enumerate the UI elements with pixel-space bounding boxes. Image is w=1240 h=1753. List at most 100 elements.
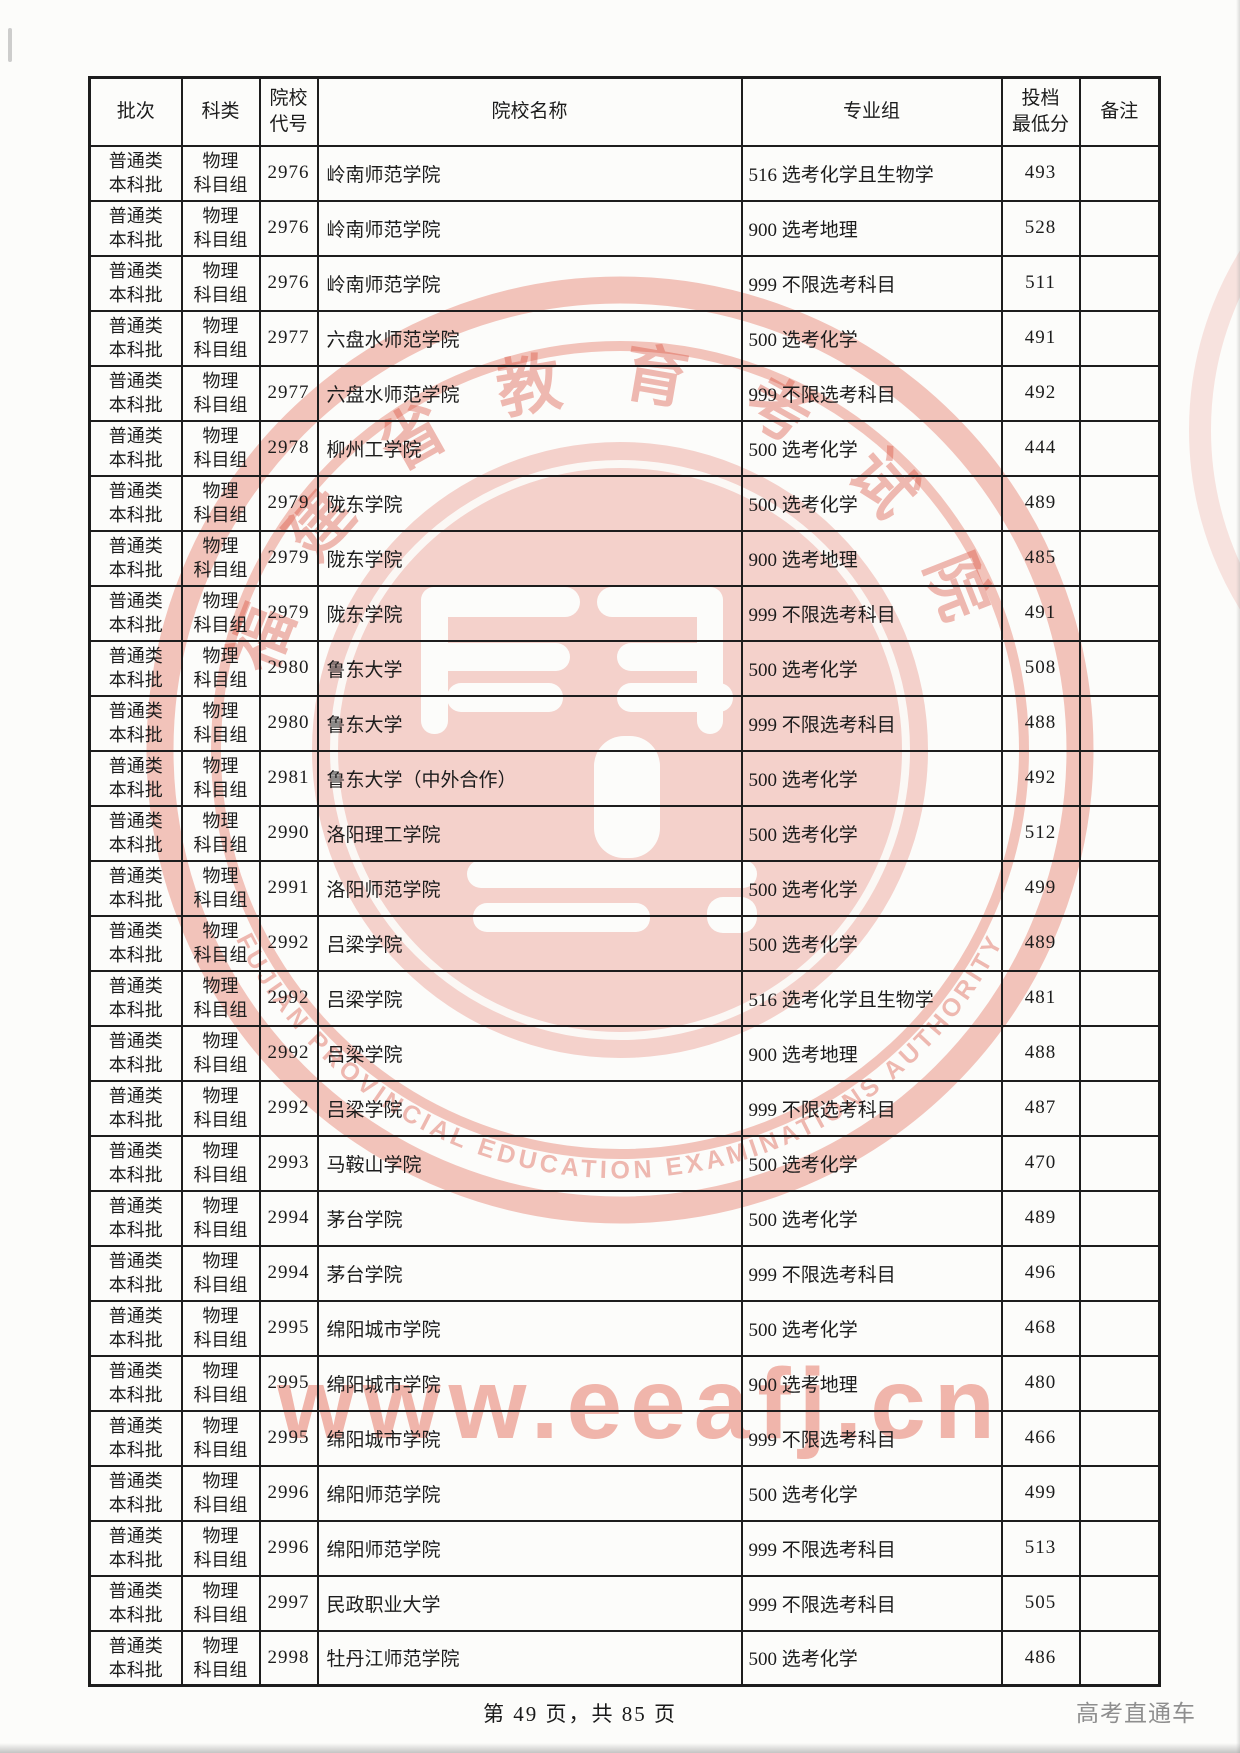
cell-min-score: 487 — [1000, 1079, 1081, 1137]
cell-college-code: 2997 — [258, 1574, 319, 1632]
batch-line2: 本科批 — [108, 1165, 163, 1185]
subject-line2: 科目组 — [193, 230, 248, 250]
batch-line2: 本科批 — [108, 1330, 163, 1350]
cell-college-code: 2990 — [258, 804, 319, 862]
cell-min-score: 512 — [1000, 804, 1081, 862]
cell-college-name: 绵阳师范学院 — [316, 1464, 743, 1522]
cell-college-code: 2978 — [258, 419, 319, 477]
table-row: 普通类 本科批 物理 科目组 2992 吕梁学院 999 不限选考科目 487 — [88, 1079, 1161, 1137]
cell-min-score: 491 — [1000, 584, 1081, 642]
subject-line1: 物理 — [202, 536, 239, 556]
table-row: 普通类 本科批 物理 科目组 2994 茅台学院 500 选考化学 489 — [88, 1189, 1161, 1247]
table-row: 普通类 本科批 物理 科目组 2981 鲁东大学（中外合作） 500 选考化学 … — [88, 749, 1161, 807]
cell-college-name: 吕梁学院 — [316, 914, 743, 972]
batch-line1: 普通类 — [108, 591, 163, 611]
batch-line1: 普通类 — [108, 1251, 163, 1271]
cell-college-code: 2992 — [258, 969, 319, 1027]
cell-college-name: 茅台学院 — [316, 1189, 743, 1247]
cell-remark — [1078, 859, 1161, 917]
cell-remark — [1078, 749, 1161, 807]
cell-min-score: 481 — [1000, 969, 1081, 1027]
cell-major-group: 500 选考化学 — [740, 859, 1003, 917]
subject-line2: 科目组 — [193, 835, 248, 855]
subject-line2: 科目组 — [193, 725, 248, 745]
cell-major-group: 500 选考化学 — [740, 419, 1003, 477]
cell-remark — [1078, 199, 1161, 257]
cell-college-code: 2977 — [258, 364, 319, 422]
subject-line2: 科目组 — [193, 1495, 248, 1515]
cell-batch: 普通类 本科批 — [88, 1519, 183, 1577]
batch-line2: 本科批 — [108, 890, 163, 910]
batch-line1: 普通类 — [108, 1635, 163, 1656]
cell-college-code: 2979 — [258, 584, 319, 642]
subject-line1: 物理 — [202, 1141, 239, 1161]
subject-line2: 科目组 — [193, 1220, 248, 1240]
batch-line1: 普通类 — [108, 1416, 163, 1436]
cell-min-score: 528 — [1000, 199, 1081, 257]
cell-min-score: 488 — [1000, 1024, 1081, 1082]
cell-subject: 物理 科目组 — [180, 969, 261, 1027]
batch-line2: 本科批 — [108, 1440, 163, 1460]
subject-line1: 物理 — [202, 1196, 239, 1216]
subject-line1: 物理 — [202, 1581, 239, 1601]
cell-major-group: 999 不限选考科目 — [740, 254, 1003, 312]
subject-line2: 科目组 — [193, 175, 248, 195]
cell-min-score: 470 — [1000, 1134, 1081, 1192]
subject-line2: 科目组 — [193, 1165, 248, 1185]
cell-min-score: 489 — [1000, 474, 1081, 532]
cell-subject: 物理 科目组 — [180, 419, 261, 477]
cell-batch: 普通类 本科批 — [88, 914, 183, 972]
cell-remark — [1078, 1134, 1161, 1192]
cell-college-code: 2995 — [258, 1354, 319, 1412]
cell-subject: 物理 科目组 — [180, 584, 261, 642]
cell-major-group: 500 选考化学 — [740, 474, 1003, 532]
cell-major-group: 999 不限选考科目 — [740, 1519, 1003, 1577]
batch-line1: 普通类 — [108, 701, 163, 721]
subject-line2: 科目组 — [193, 1055, 248, 1075]
subject-line2: 科目组 — [193, 670, 248, 690]
scan-edge-shadow-right — [1236, 0, 1240, 1753]
cell-college-name: 茅台学院 — [316, 1244, 743, 1302]
cell-batch: 普通类 本科批 — [88, 859, 183, 917]
cell-remark — [1078, 969, 1161, 1027]
cell-remark — [1078, 914, 1161, 972]
table-row: 普通类 本科批 物理 科目组 2979 陇东学院 900 选考地理 485 — [88, 529, 1161, 587]
batch-line1: 普通类 — [108, 536, 163, 556]
cell-remark — [1078, 1189, 1161, 1247]
cell-subject: 物理 科目组 — [180, 1079, 261, 1137]
cell-batch: 普通类 本科批 — [88, 364, 183, 422]
cell-min-score: 468 — [1000, 1299, 1081, 1357]
cell-subject: 物理 科目组 — [180, 1464, 261, 1522]
batch-line2: 本科批 — [108, 450, 163, 470]
cell-remark — [1078, 804, 1161, 862]
batch-line1: 普通类 — [108, 1031, 163, 1051]
subject-line1: 物理 — [202, 151, 239, 171]
cell-min-score: 489 — [1000, 1189, 1081, 1247]
cell-college-name: 吕梁学院 — [316, 1024, 743, 1082]
cell-subject: 物理 科目组 — [180, 1134, 261, 1192]
cell-subject: 物理 科目组 — [180, 474, 261, 532]
cell-college-code: 2995 — [258, 1409, 319, 1467]
cell-college-name: 吕梁学院 — [316, 969, 743, 1027]
cell-min-score: 491 — [1000, 309, 1081, 367]
subject-line1: 物理 — [202, 1635, 239, 1656]
scan-edge-shadow-bottom — [0, 1743, 1240, 1753]
cell-subject: 物理 科目组 — [180, 1299, 261, 1357]
subject-line1: 物理 — [202, 591, 239, 611]
cell-major-group: 900 选考地理 — [740, 1024, 1003, 1082]
subject-line2: 科目组 — [193, 1000, 248, 1020]
cell-min-score: 508 — [1000, 639, 1081, 697]
cell-major-group: 516 选考化学且生物学 — [740, 144, 1003, 202]
cell-subject: 物理 科目组 — [180, 1629, 261, 1687]
cell-subject: 物理 科目组 — [180, 1024, 261, 1082]
table-row: 普通类 本科批 物理 科目组 2977 六盘水师范学院 999 不限选考科目 4… — [88, 364, 1161, 422]
cell-subject: 物理 科目组 — [180, 859, 261, 917]
cell-college-name: 陇东学院 — [316, 529, 743, 587]
cell-remark — [1078, 529, 1161, 587]
subject-line2: 科目组 — [193, 945, 248, 965]
batch-line2: 本科批 — [108, 835, 163, 855]
table-row: 普通类 本科批 物理 科目组 2995 绵阳城市学院 999 不限选考科目 46… — [88, 1409, 1161, 1467]
cell-remark — [1078, 1024, 1161, 1082]
cell-major-group: 999 不限选考科目 — [740, 1244, 1003, 1302]
cell-major-group: 500 选考化学 — [740, 1629, 1003, 1687]
